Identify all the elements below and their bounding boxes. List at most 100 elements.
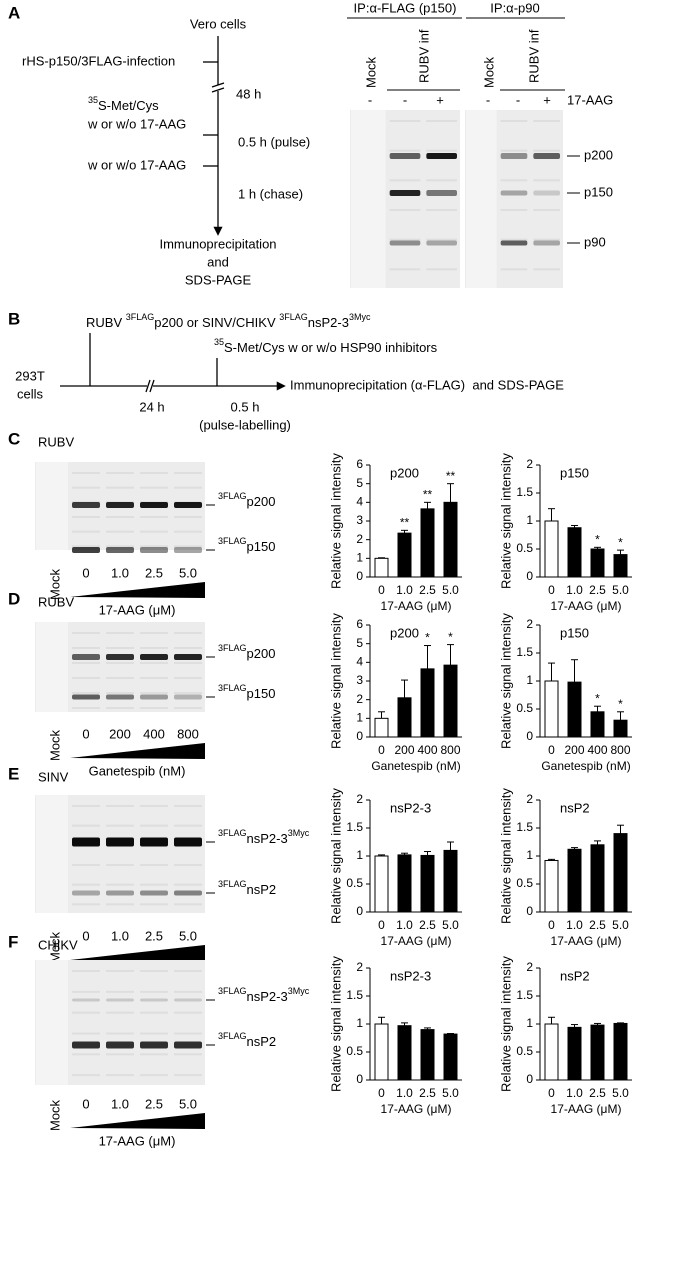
significance-mark: * [425, 631, 430, 645]
dose-wedge [70, 582, 205, 598]
gel-band [533, 190, 560, 196]
treatment-sign: - [368, 92, 372, 107]
treatment-sign: - [403, 92, 407, 107]
x-tick-label: 5.0 [442, 583, 459, 597]
gel-band [72, 694, 100, 700]
gel-faint-band [500, 268, 528, 271]
x-tick-label: 0 [378, 743, 385, 757]
bar [397, 854, 412, 913]
gel-faint-band [500, 149, 528, 152]
gel-band [426, 240, 457, 246]
superscript: 3Myc [288, 986, 310, 996]
y-tick-label: 0 [526, 904, 533, 918]
treatment-sign: + [543, 92, 551, 107]
y-tick-label: 0.5 [516, 1044, 533, 1058]
gel-faint-band [140, 1032, 168, 1035]
gel-faint-band [389, 209, 421, 211]
text-part: nsP2-3 [308, 315, 349, 330]
y-tick-label: 3 [356, 673, 363, 687]
gel-faint-band [533, 209, 560, 211]
x-tick-label: 0 [548, 1086, 555, 1100]
gel-faint-band [140, 545, 168, 548]
y-tick-label: 0 [356, 569, 363, 583]
text-part: nsP2-3 [247, 989, 288, 1004]
gel-faint-band [106, 677, 134, 679]
y-tick-label: 5 [356, 476, 363, 490]
dose-wedge [70, 945, 205, 961]
band-label: 3FLAGp150 [218, 536, 275, 554]
bar [443, 664, 458, 738]
error-bar [594, 840, 601, 845]
error-bar [424, 645, 431, 669]
gel-faint-band [140, 805, 168, 807]
lane-label: Mock [47, 729, 62, 761]
diagram-interval: 48 h [236, 86, 261, 101]
x-tick-label: 0 [378, 1086, 385, 1100]
bar [374, 855, 389, 913]
bar [613, 554, 628, 578]
gel-faint-band [140, 1074, 168, 1077]
bar [544, 680, 559, 738]
virus-label: SINV [38, 769, 69, 784]
gel-faint-band [533, 120, 560, 122]
gel-faint-band [533, 268, 560, 271]
x-tick-label: 200 [394, 743, 414, 757]
y-tick-label: 0.5 [516, 701, 533, 715]
y-tick-label: 1.5 [516, 645, 533, 659]
x-axis-label: Ganetespib (nM) [371, 759, 460, 773]
gel-faint-band [140, 1053, 168, 1056]
gel-faint-band [533, 238, 560, 241]
gel-faint-band [140, 677, 168, 679]
x-tick-label: 1.0 [566, 918, 583, 932]
bar [443, 501, 458, 578]
y-tick-label: 1.5 [346, 820, 363, 834]
y-tick-label: 4 [356, 495, 363, 509]
y-tick-label: 1.5 [346, 988, 363, 1002]
error-bar [401, 679, 408, 698]
y-tick-label: 5 [356, 636, 363, 650]
y-tick-label: 4 [356, 655, 363, 669]
virus-label: RUBV [38, 434, 74, 449]
chart-title: nsP2 [560, 800, 590, 815]
gel-faint-band [174, 970, 202, 972]
gel-band [106, 502, 134, 508]
significance-mark: * [448, 630, 453, 644]
gel-faint-band [72, 1011, 100, 1014]
bar [590, 844, 605, 913]
lane-label: Mock [363, 56, 378, 88]
endpoint-label: Immunoprecipitation (α-FLAG) and SDS-PAG… [290, 377, 564, 392]
gel-band [500, 240, 528, 246]
gel-faint-band [140, 864, 168, 866]
bar [567, 681, 582, 738]
y-tick-label: 2 [526, 960, 533, 974]
gel-faint-band [140, 903, 168, 906]
significance-mark: ** [423, 488, 433, 502]
lane-label: 0 [82, 928, 89, 943]
gel-faint-band [174, 677, 202, 679]
band-label: 3FLAGp150 [218, 683, 275, 701]
gel-faint-band [72, 864, 100, 866]
superscript: 3FLAG [218, 828, 247, 838]
gel-faint-band [106, 883, 134, 886]
bar [613, 719, 628, 738]
lane-label: 2.5 [145, 1096, 163, 1111]
y-axis-label: Relative signal intensity [498, 613, 513, 749]
text-part: p150 [247, 686, 276, 701]
ip-header: IP:α-FLAG (p150) [354, 0, 457, 15]
gel-band [500, 153, 528, 159]
y-tick-label: 2 [356, 792, 363, 806]
text-part: nsP2-3 [247, 831, 288, 846]
text-part: S-Met/Cys [98, 98, 159, 113]
gel-faint-band [174, 1074, 202, 1077]
gel-faint-band [106, 824, 134, 827]
diagram-step: 35S-Met/Cys [88, 95, 159, 113]
gel-faint-band [106, 903, 134, 906]
y-tick-label: 2 [356, 692, 363, 706]
significance-mark: * [595, 532, 600, 546]
panel-letter: F [8, 932, 18, 951]
significance-mark: ** [400, 516, 410, 530]
diagram-end: and [207, 254, 229, 269]
gel-band [72, 998, 100, 1002]
gel-faint-band [72, 677, 100, 679]
gel-band [389, 190, 421, 196]
